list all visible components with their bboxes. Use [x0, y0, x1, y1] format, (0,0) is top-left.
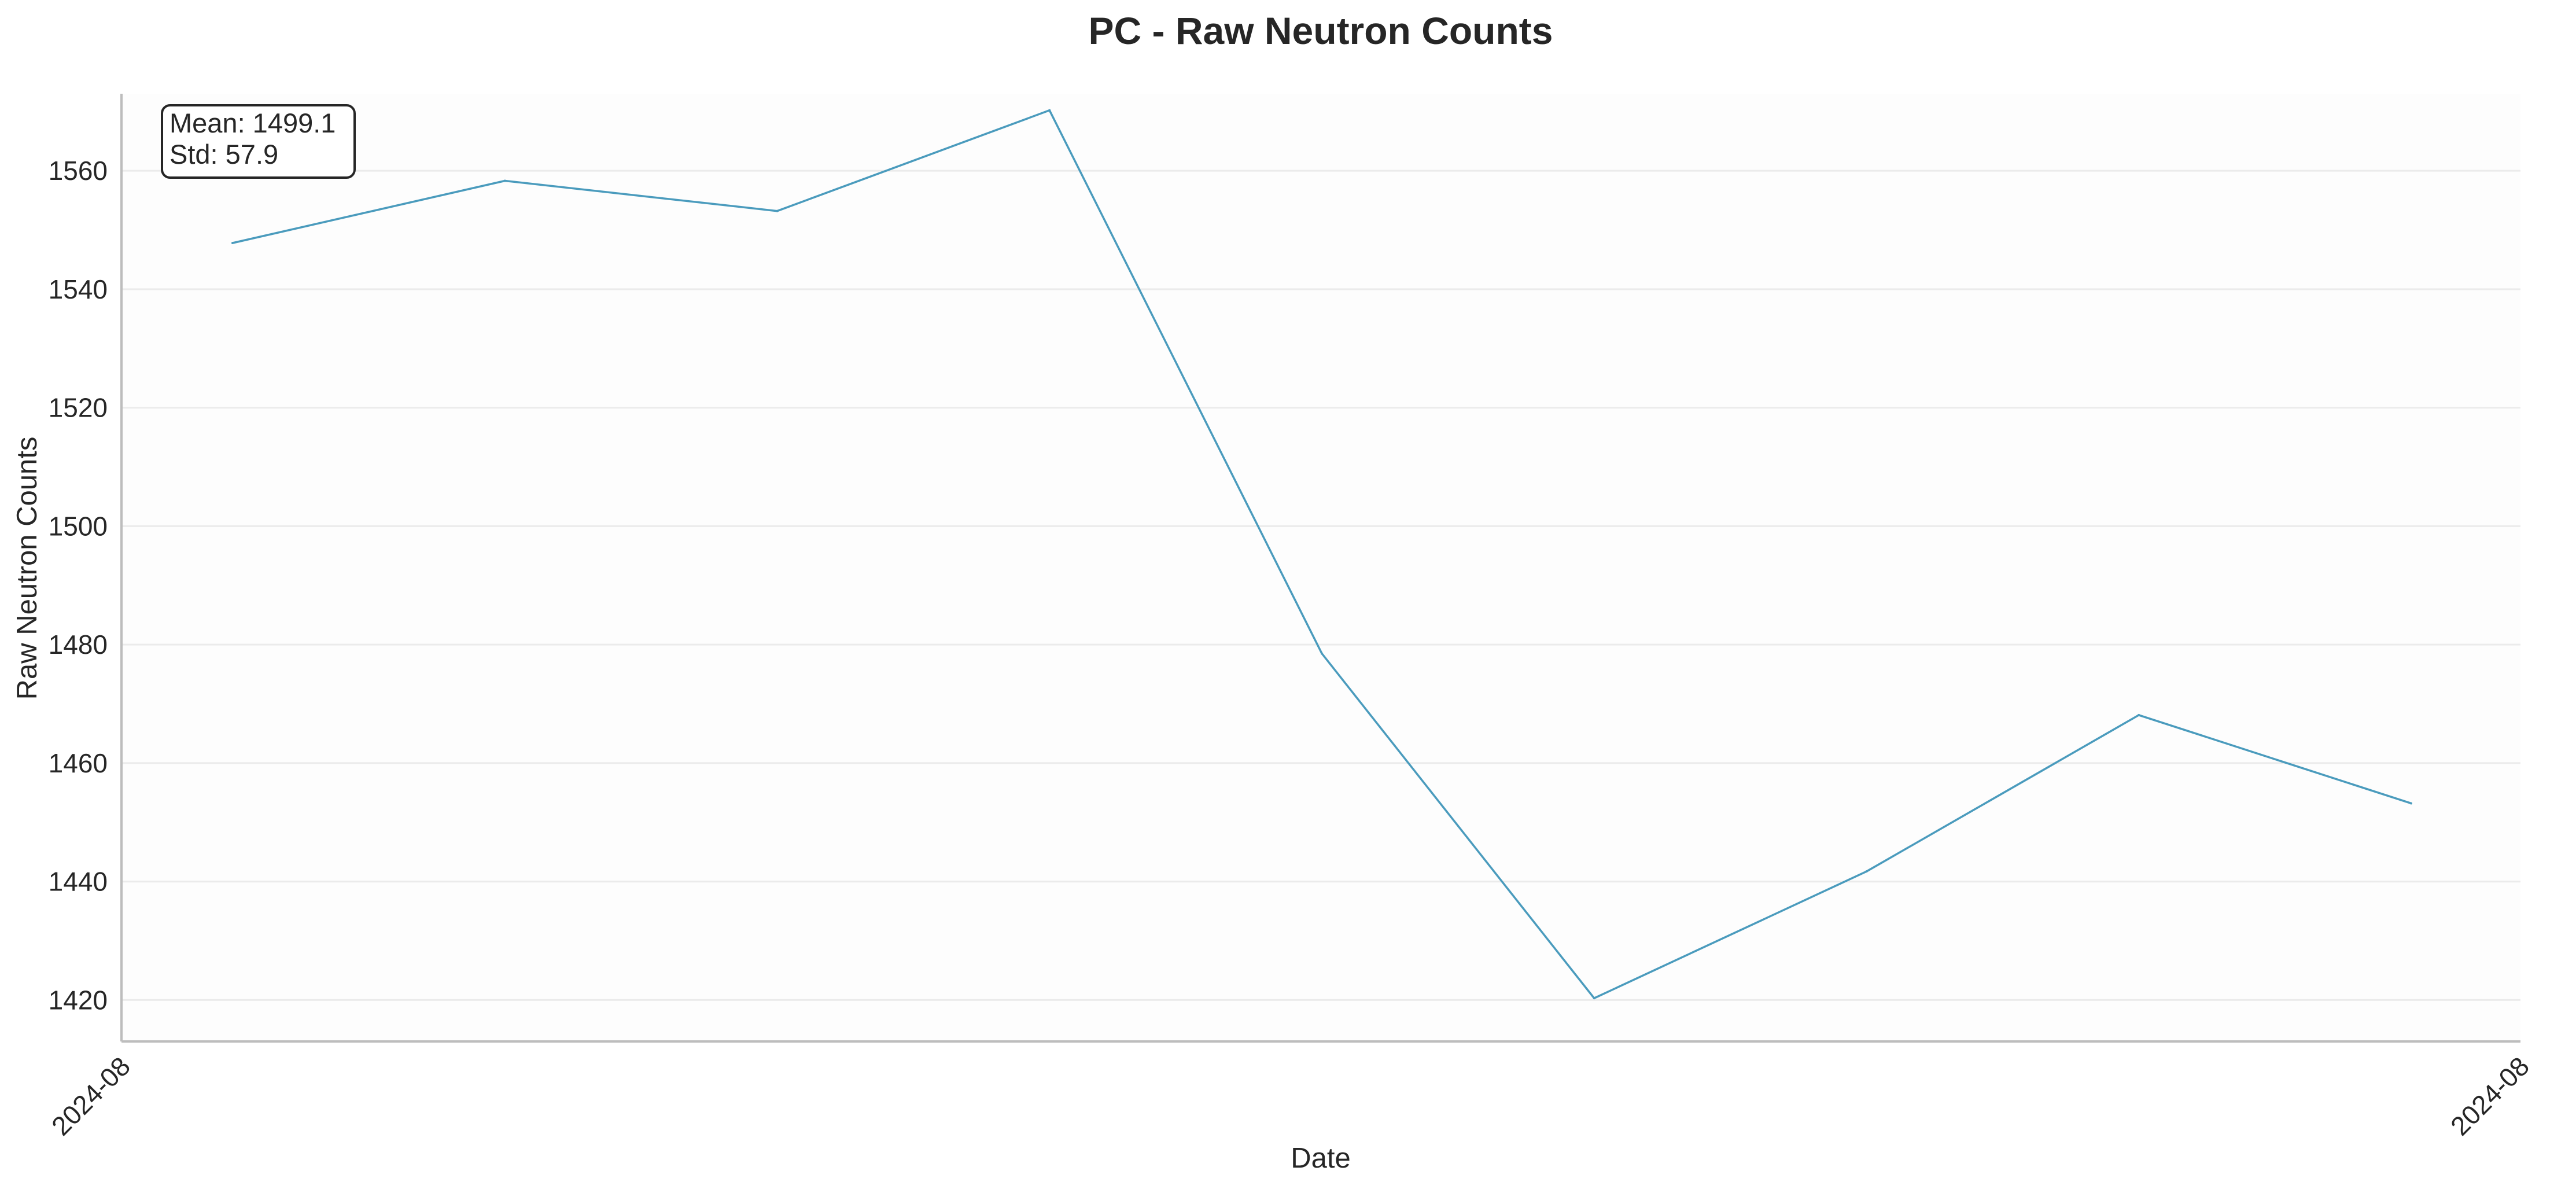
stats-box	[161, 104, 356, 179]
data-point	[231, 241, 234, 244]
chart-title: PC - Raw Neutron Counts	[1089, 9, 1553, 52]
plot-area	[121, 94, 2520, 1041]
y-tick-label: 1540	[49, 274, 108, 304]
data-point	[2410, 802, 2412, 805]
data-point	[1593, 997, 1595, 1000]
data-point	[503, 179, 506, 182]
y-tick-label: 1480	[49, 630, 108, 660]
x-axis-label: Date	[1291, 1143, 1351, 1174]
stats-mean: Mean: 1499.1	[169, 108, 336, 138]
y-tick-label: 1460	[49, 748, 108, 778]
y-tick-label: 1500	[49, 511, 108, 541]
data-point	[1321, 652, 1323, 655]
y-axis-label: Raw Neutron Counts	[12, 437, 43, 700]
y-tick-label: 1420	[49, 985, 108, 1015]
series-layer	[231, 109, 2412, 1000]
stats-std: Std: 57.9	[169, 139, 278, 170]
y-tick-labels: 1420 1440 1460 1480 1500 1520 1540 1560	[49, 156, 108, 1015]
y-tick-label: 1440	[49, 867, 108, 897]
data-point	[1048, 109, 1051, 112]
data-point	[2138, 713, 2140, 716]
y-tick-label: 1560	[49, 156, 108, 186]
stats-annotation: Mean: 1499.1 Std: 57.9	[161, 104, 356, 179]
data-point	[1865, 870, 1868, 873]
x-tick-label: 2024-08	[46, 1051, 136, 1141]
data-point	[776, 209, 779, 212]
y-tick-label: 1520	[49, 393, 108, 423]
grid-lines	[121, 170, 2520, 1001]
x-tick-label: 2024-08	[2445, 1051, 2535, 1141]
x-tick-labels: 2024-08 2024-08	[46, 1051, 2535, 1141]
